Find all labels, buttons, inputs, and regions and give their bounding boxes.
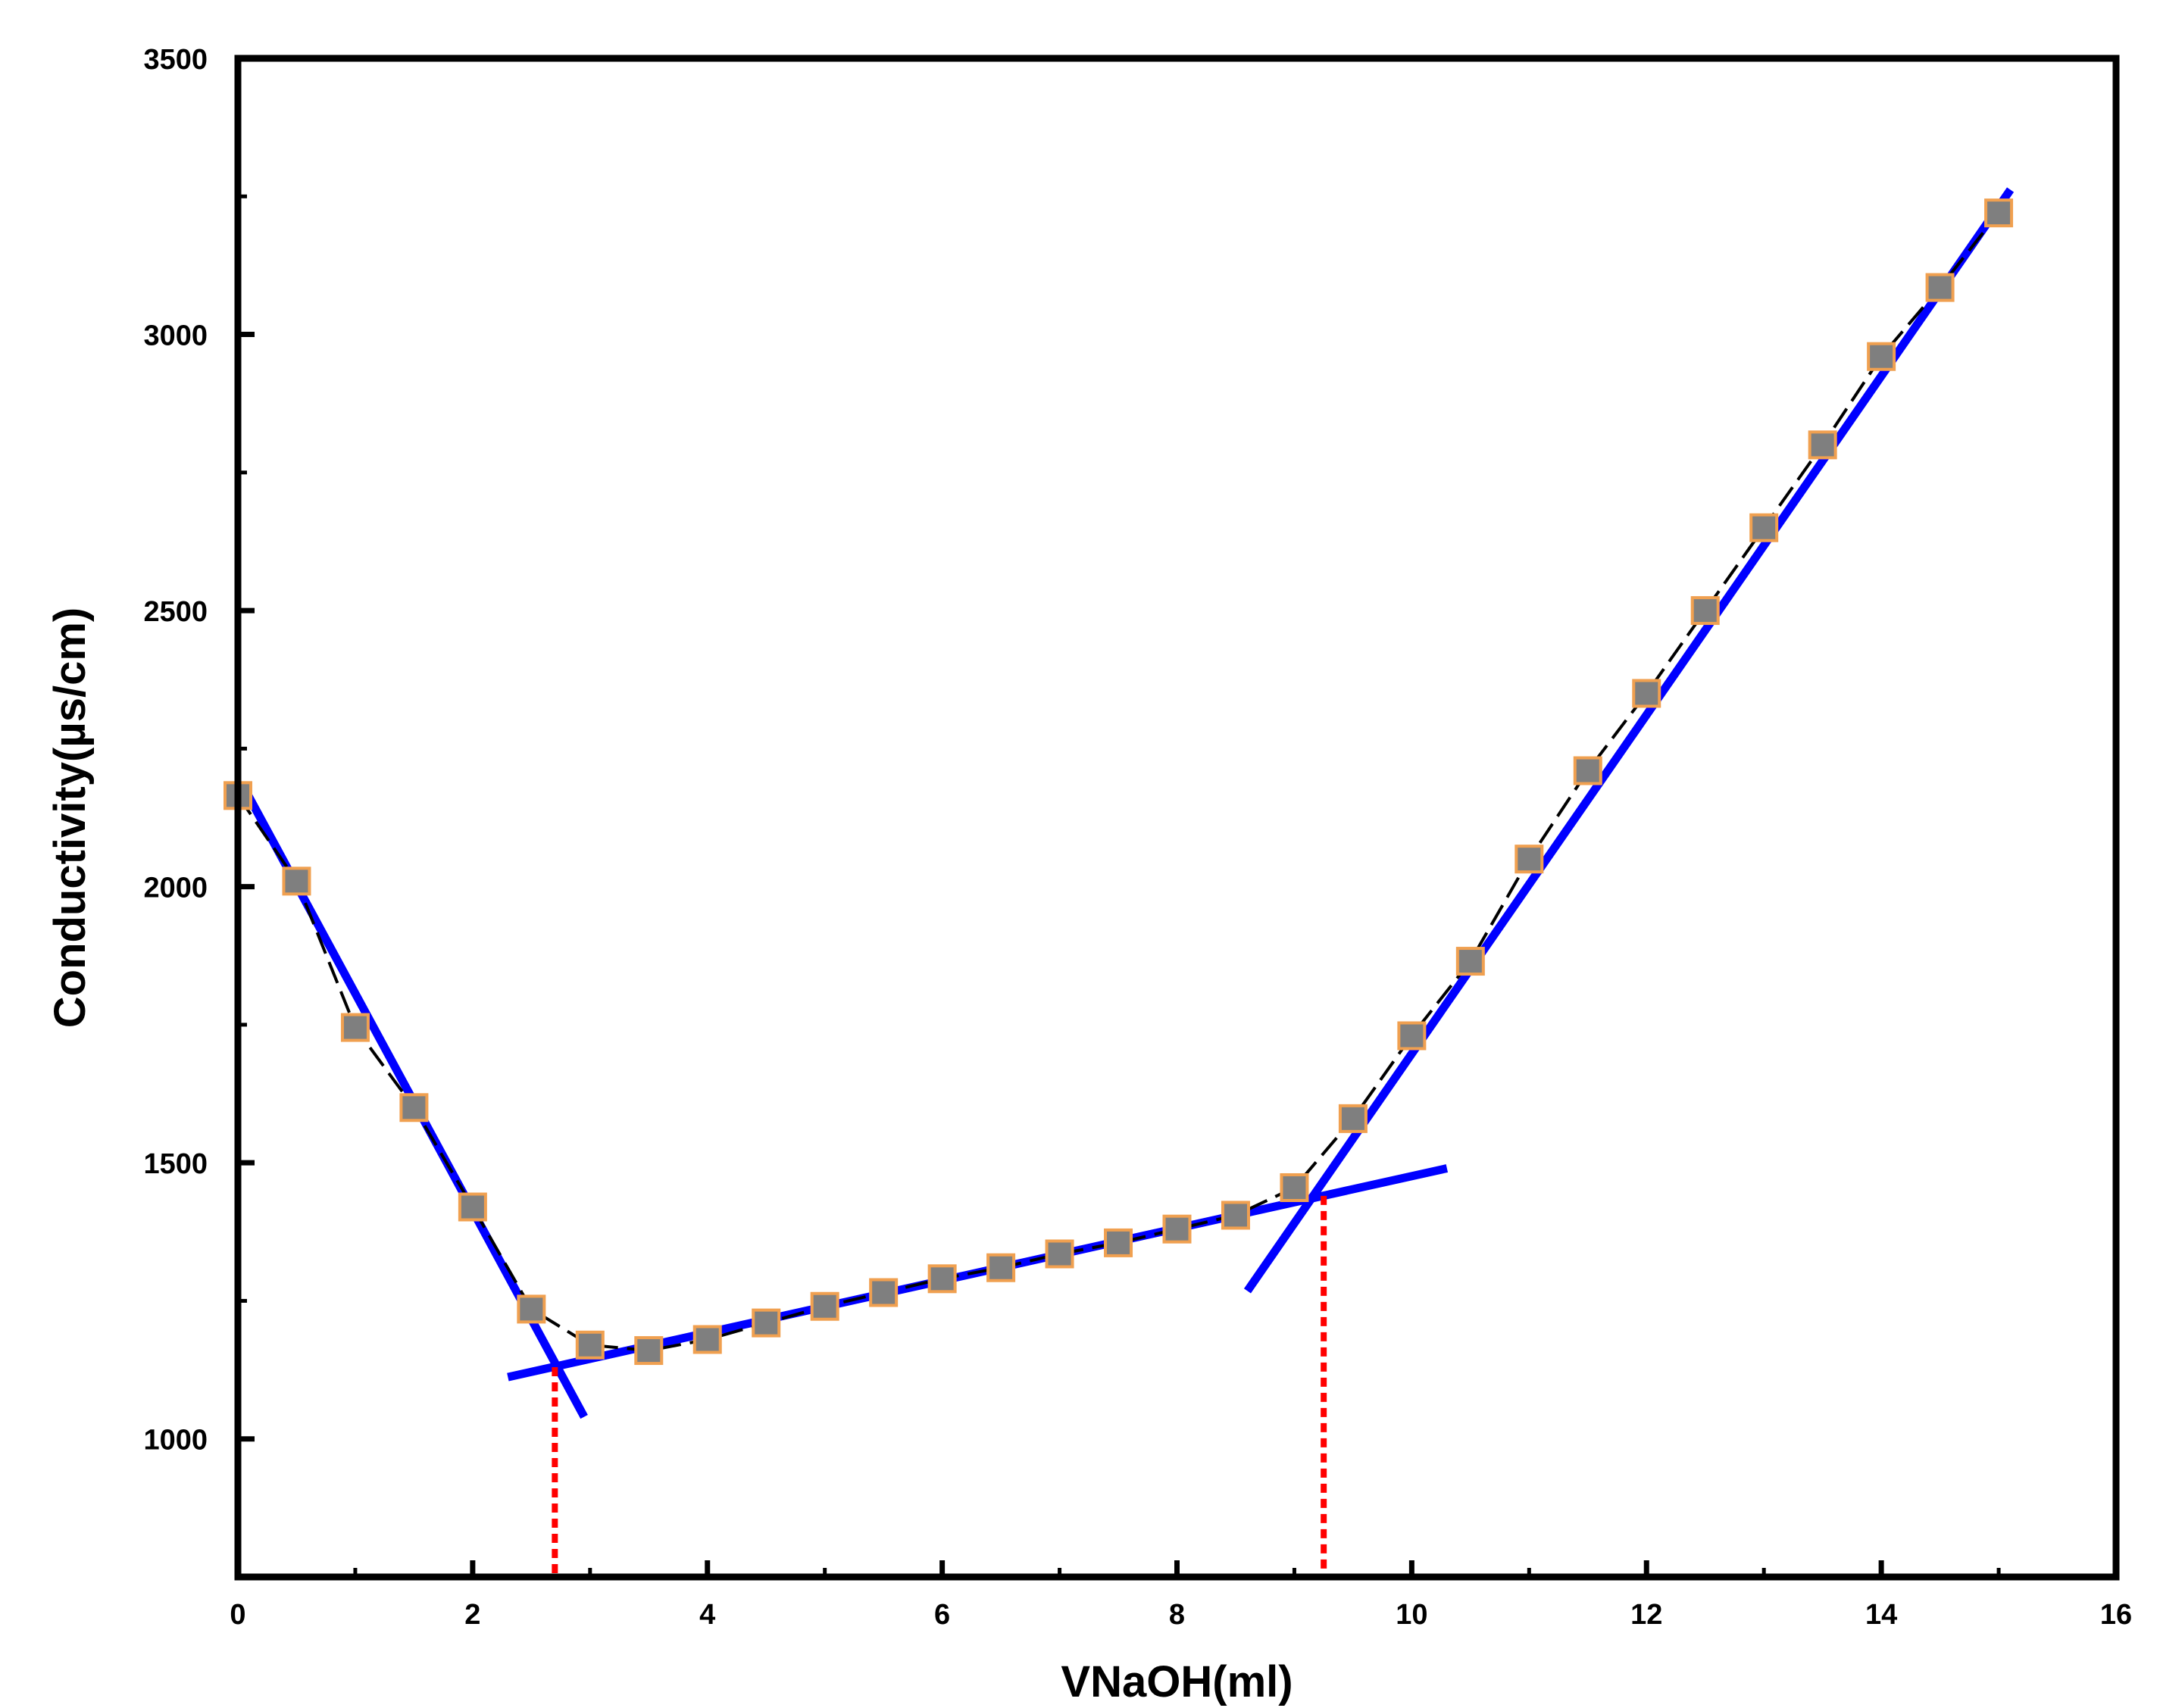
data-point: [1515, 845, 1544, 874]
x-axis-label: VNaOH(ml): [1061, 1657, 1293, 1706]
data-point: [575, 1330, 605, 1360]
data-point: [1397, 1021, 1427, 1051]
data-point: [1221, 1201, 1250, 1230]
data-point: [1162, 1214, 1192, 1244]
data-point: [340, 1013, 370, 1042]
data-point: [1867, 342, 1896, 371]
data-point: [1455, 947, 1485, 976]
x-tick-label: 4: [699, 1599, 715, 1631]
data-point: [1280, 1172, 1309, 1202]
data-connector: [236, 211, 2000, 1353]
data-point: [458, 1192, 487, 1222]
y-tick-label: 2500: [143, 596, 208, 628]
data-point: [282, 866, 311, 896]
data-point: [1925, 273, 1955, 302]
y-tick-label: 3000: [143, 320, 208, 352]
y-tick-label: 3500: [143, 44, 208, 76]
data-point: [634, 1336, 664, 1366]
data-point: [1045, 1239, 1074, 1269]
x-tick-label: 6: [934, 1599, 950, 1631]
y-tick-label: 1000: [143, 1425, 208, 1457]
tick-labels: 0 2 4 6 8 10 12 14 16 1000 1500 2000 2500 3000 3500: [143, 44, 2132, 1631]
axes: [234, 55, 2120, 1581]
data-point: [1338, 1104, 1368, 1133]
data-point: [1632, 679, 1661, 708]
data-point: [1808, 430, 1837, 460]
data-point: [1104, 1228, 1133, 1257]
data-point: [810, 1291, 839, 1321]
data-point: [1984, 198, 2014, 228]
y-tick-label: 2000: [143, 873, 208, 904]
data-point: [1690, 596, 1720, 626]
y-tick-label: 1500: [143, 1148, 208, 1180]
x-tick-label: 14: [1865, 1599, 1897, 1631]
x-tick-label: 16: [2100, 1599, 2132, 1631]
data-point: [692, 1325, 722, 1354]
connector-line: [236, 211, 2000, 1353]
data-point: [869, 1278, 899, 1307]
axis-ticks: [235, 55, 2119, 1577]
x-tick-label: 12: [1630, 1599, 1662, 1631]
x-tick-label: 0: [230, 1599, 245, 1631]
x-tick-label: 2: [464, 1599, 480, 1631]
x-tick-label: 8: [1169, 1599, 1185, 1631]
fit-line-3: [1243, 187, 2015, 1294]
data-point: [399, 1093, 429, 1123]
data-point: [986, 1253, 1016, 1282]
data-point: [1573, 756, 1602, 785]
data-markers: [224, 198, 2014, 1366]
x-tick-label: 10: [1396, 1599, 1427, 1631]
plot-frame: [234, 55, 2120, 1581]
data-point: [927, 1264, 957, 1294]
y-axis-label: Conductivity(µs/cm): [45, 607, 95, 1028]
data-point: [517, 1294, 546, 1324]
data-point: [1749, 513, 1779, 542]
data-point: [752, 1308, 781, 1338]
equivalence-lines: [552, 1195, 1327, 1577]
